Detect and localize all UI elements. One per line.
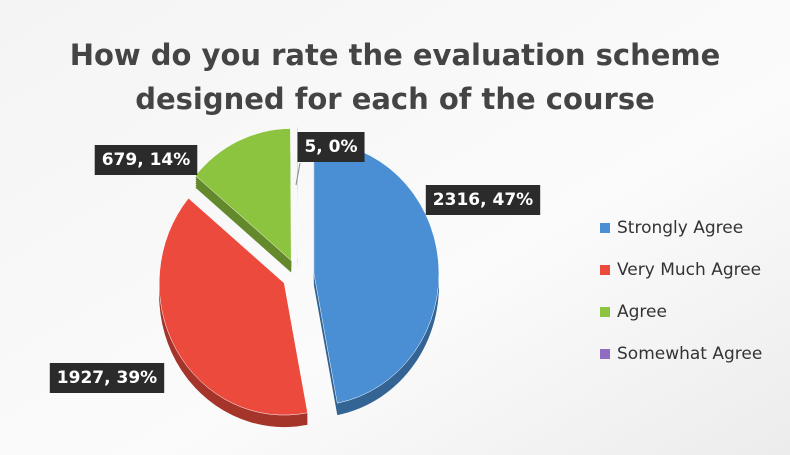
data-label-box bbox=[297, 132, 365, 162]
slice bbox=[195, 128, 292, 262]
legend-label: Somewhat Agree bbox=[617, 344, 762, 364]
data-label: 1927, 39% bbox=[57, 368, 157, 388]
data-label: 2316, 47% bbox=[433, 190, 533, 210]
legend-swatch bbox=[600, 223, 610, 233]
data-label-box bbox=[49, 363, 165, 393]
slice bbox=[158, 197, 308, 416]
chart-title: How do you rate the evaluation scheme bbox=[70, 38, 721, 72]
chart-title: designed for each of the course bbox=[135, 82, 655, 116]
legend-swatch bbox=[600, 265, 610, 275]
data-label-box bbox=[94, 145, 198, 175]
legend-swatch bbox=[600, 349, 610, 359]
legend-label: Very Much Agree bbox=[617, 260, 761, 280]
data-label: 679, 14% bbox=[102, 150, 191, 170]
leader-line bbox=[295, 162, 301, 186]
legend-label: Strongly Agree bbox=[617, 218, 743, 238]
legend-label: Agree bbox=[617, 302, 667, 322]
data-label-box bbox=[425, 185, 541, 215]
legend-swatch bbox=[600, 307, 610, 317]
data-label: 5, 0% bbox=[304, 137, 357, 157]
